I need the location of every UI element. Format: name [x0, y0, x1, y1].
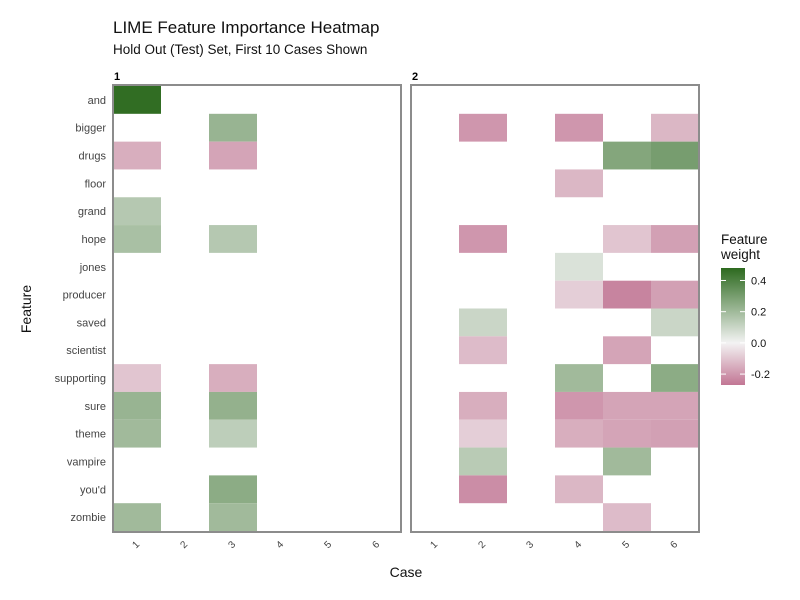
- x-tick-label: 6: [370, 539, 382, 551]
- heatmap-cell: [209, 475, 257, 504]
- chart-title: LIME Feature Importance Heatmap: [113, 18, 379, 37]
- panel-1: 1 1 2 3 4 5 6: [112, 71, 402, 551]
- heatmap-cell: [603, 447, 651, 476]
- heatmap-cell: [603, 419, 651, 448]
- panel-label: 2: [412, 71, 418, 83]
- legend-tick-label: 0.2: [751, 307, 766, 319]
- heatmap-cell: [209, 364, 257, 392]
- chart-subtitle: Hold Out (Test) Set, First 10 Cases Show…: [113, 42, 367, 57]
- heatmap-cell: [651, 225, 699, 253]
- heatmap-cell: [209, 113, 257, 142]
- legend-title-line1: Feature: [721, 232, 768, 247]
- heatmap-cell: [459, 475, 507, 504]
- x-tick-label: 6: [668, 539, 680, 551]
- y-tick-label: saved: [77, 317, 106, 329]
- x-tick-label: 1: [130, 539, 142, 551]
- y-tick-label: theme: [75, 429, 106, 441]
- heatmap-cell: [555, 280, 603, 309]
- heatmap-cell: [555, 364, 603, 392]
- heatmap-cell: [459, 336, 507, 365]
- heatmap-cell: [555, 252, 603, 281]
- heatmap-cell: [113, 419, 161, 448]
- legend-tick-label: 0.4: [751, 276, 766, 288]
- y-tick-label: grand: [78, 206, 106, 218]
- y-tick-label: sure: [85, 401, 106, 413]
- y-tick-label: supporting: [55, 373, 106, 385]
- heatmap-cell: [603, 280, 651, 309]
- heatmap-cell: [459, 308, 507, 337]
- heatmap-cell: [651, 280, 699, 309]
- x-tick-label: 4: [572, 539, 584, 551]
- heatmap-cell: [113, 141, 161, 170]
- heatmap-cell: [603, 225, 651, 253]
- heatmap-cell: [459, 419, 507, 448]
- heatmap-cell: [113, 503, 161, 531]
- heatmap-cell: [113, 391, 161, 420]
- heatmap-cell: [459, 225, 507, 253]
- y-tick-label: you'd: [80, 484, 106, 496]
- heatmap-panels: 1 1 2 3 4 5 6 2 1 2 3 4 5 6 and bigger drugs floor grand ho…: [55, 71, 700, 551]
- y-tick-label: jones: [79, 262, 107, 274]
- y-tick-label: zombie: [71, 512, 106, 524]
- y-axis-labels: and bigger drugs floor grand hope jones produce…: [55, 95, 107, 524]
- x-tick-label: 2: [178, 539, 190, 551]
- heatmap-cell: [555, 113, 603, 142]
- panel-border: [410, 84, 700, 533]
- heatmap-cell: [651, 308, 699, 337]
- legend-title-line2: weight: [720, 247, 760, 262]
- heatmap-cell: [209, 419, 257, 448]
- legend-tick-label: -0.2: [751, 369, 770, 381]
- x-tick-label: 1: [428, 539, 440, 551]
- legend-tick-label: 0.0: [751, 338, 766, 350]
- y-tick-label: scientist: [66, 345, 106, 357]
- heatmap-cell: [113, 364, 161, 392]
- heatmap-cell: [209, 503, 257, 531]
- heatmap-cell: [603, 503, 651, 531]
- x-tick-label: 4: [274, 539, 286, 551]
- heatmap-cell: [459, 447, 507, 476]
- x-tick-label: 5: [620, 539, 632, 551]
- y-tick-label: bigger: [75, 123, 106, 135]
- heatmap-cell: [113, 197, 161, 226]
- legend-colorbar: [721, 268, 745, 385]
- heatmap-cell: [555, 169, 603, 198]
- y-axis-title: Feature: [18, 285, 34, 333]
- heatmap-cell: [603, 141, 651, 170]
- x-axis-title: Case: [390, 564, 423, 580]
- heatmap-cell: [651, 364, 699, 392]
- legend: Feature weight 0.4 0.2 0.0 -0.2: [720, 232, 770, 385]
- heatmap-cell: [555, 391, 603, 420]
- heatmap-cell: [555, 475, 603, 504]
- heatmap-cell: [555, 419, 603, 448]
- y-tick-label: vampire: [67, 457, 106, 469]
- x-tick-label: 5: [322, 539, 334, 551]
- x-tick-label: 3: [524, 539, 536, 551]
- heatmap-cell: [113, 225, 161, 253]
- x-tick-label: 3: [226, 539, 238, 551]
- heatmap-cell: [209, 141, 257, 170]
- heatmap-cell: [603, 336, 651, 365]
- panel-2: 2 1 2 3 4 5 6: [410, 71, 700, 551]
- heatmap-cell: [459, 391, 507, 420]
- heatmap-cell: [603, 391, 651, 420]
- y-tick-label: drugs: [78, 151, 106, 163]
- heatmap-cell: [651, 141, 699, 170]
- y-tick-label: and: [88, 95, 106, 107]
- heatmap-cell: [113, 86, 161, 114]
- heatmap-cell: [209, 391, 257, 420]
- heatmap-cell: [651, 419, 699, 448]
- x-tick-label: 2: [476, 539, 488, 551]
- panel-label: 1: [114, 71, 120, 83]
- heatmap-cell: [651, 113, 699, 142]
- panel-border: [112, 84, 402, 533]
- heatmap-cell: [651, 391, 699, 420]
- y-tick-label: producer: [63, 290, 107, 302]
- y-tick-label: floor: [85, 178, 107, 190]
- heatmap-cell: [459, 113, 507, 142]
- heatmap-cell: [209, 225, 257, 253]
- y-tick-label: hope: [82, 234, 106, 246]
